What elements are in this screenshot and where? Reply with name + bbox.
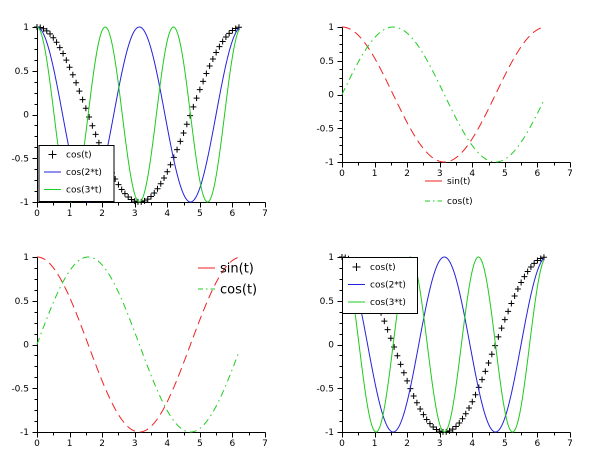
x-tick-label: 2 — [99, 439, 105, 449]
legend-box — [342, 257, 418, 314]
curve — [36, 256, 240, 433]
x-tick-label: 5 — [502, 169, 508, 179]
legend-label: cos(3*t) — [370, 298, 406, 308]
y-tick-label: 1 — [23, 253, 29, 263]
ticks — [337, 27, 571, 168]
ticks — [337, 257, 571, 438]
x-tick-label: 7 — [262, 209, 268, 219]
legend-below-axis: sin(t) cos(t) — [425, 177, 473, 207]
y-tick-label: 0 — [23, 341, 29, 351]
series-cos(2*t) — [341, 256, 545, 433]
x-tick-label: 0 — [34, 209, 40, 219]
x-tick-label: 2 — [404, 169, 410, 179]
legend-label: cos(t) — [220, 283, 257, 298]
y-tick-label: 0 — [328, 91, 334, 101]
x-tick-label: 1 — [372, 169, 378, 179]
legend-label: cos(2*t) — [66, 168, 102, 178]
x-tick-label: 0 — [339, 169, 345, 179]
y-tick-label: 0.5 — [15, 67, 29, 77]
axes — [342, 26, 571, 163]
y-tick-label: 0.5 — [320, 297, 334, 307]
legend-label: cos(2*t) — [370, 281, 406, 291]
series-cos(t) — [36, 256, 240, 433]
tick-labels: 0 1 2 3 4 5 6 7 -1 -0.5 0 0.5 1 — [316, 23, 572, 179]
x-tick-label: 7 — [567, 439, 573, 449]
x-tick-label: 6 — [535, 439, 541, 449]
y-tick-label: -0.5 — [316, 124, 334, 134]
x-tick-label: 6 — [230, 439, 236, 449]
series-cos(3*t) — [341, 256, 545, 433]
x-tick-label: 2 — [404, 439, 410, 449]
y-tick-label: -1 — [20, 428, 29, 438]
y-tick-label: 0.5 — [320, 57, 334, 67]
legend-plus-sample — [48, 150, 57, 159]
series-sin(t) — [341, 26, 545, 163]
x-tick-label: 5 — [197, 439, 203, 449]
legend-label: cos(t) — [66, 151, 92, 161]
series-sin(t) — [36, 256, 240, 433]
x-tick-label: 4 — [164, 439, 170, 449]
legend-in-upper-right: sin(t) cos(t) — [198, 262, 257, 298]
x-tick-label: 5 — [197, 209, 203, 219]
series-cos(t) — [341, 26, 545, 163]
subplot-top-left: 0 1 2 3 4 5 6 7 -1 -0.5 0 0.5 1 cos(t) cos(2*t) cos(3*t… — [11, 23, 267, 219]
y-tick-label: -0.5 — [316, 384, 334, 394]
tick-labels: 0 1 2 3 4 5 6 7 -1 -0.5 0 0.5 1 — [11, 253, 267, 449]
x-tick-label: 3 — [437, 439, 443, 449]
tick-labels: 0 1 2 3 4 5 6 7 -1 -0.5 0 0.5 1 — [11, 23, 267, 219]
y-tick-label: 0.5 — [15, 297, 29, 307]
legend-label: cos(t) — [370, 263, 396, 273]
ticks — [32, 257, 266, 438]
y-tick-label: 0 — [23, 111, 29, 121]
x-tick-label: 0 — [339, 439, 345, 449]
y-tick-label: -0.5 — [11, 154, 29, 164]
y-tick-label: 1 — [328, 23, 334, 33]
x-tick-label: 3 — [437, 169, 443, 179]
y-tick-label: -1 — [325, 428, 334, 438]
legend-label: sin(t) — [447, 177, 470, 187]
x-tick-label: 3 — [132, 209, 138, 219]
legend-in-lower-left: cos(t) cos(2*t) cos(3*t) — [38, 145, 115, 202]
legend-label: cos(t) — [447, 197, 473, 207]
subplot-bottom-right: 0 1 2 3 4 5 6 7 -1 -0.5 0 0.5 1 cos(t) cos(2*t) cos(3*t… — [316, 253, 572, 449]
x-tick-label: 1 — [67, 439, 73, 449]
curve — [36, 256, 240, 433]
legend-label: cos(3*t) — [66, 186, 102, 196]
x-tick-label: 6 — [230, 209, 236, 219]
y-tick-label: 1 — [328, 253, 334, 263]
tick-labels: 0 1 2 3 4 5 6 7 -1 -0.5 0 0.5 1 — [316, 253, 572, 449]
y-tick-label: -0.5 — [11, 384, 29, 394]
x-tick-label: 4 — [469, 169, 475, 179]
subplot-bottom-left: 0 1 2 3 4 5 6 7 -1 -0.5 0 0.5 1 sin(t) cos(t) — [11, 253, 267, 449]
curve — [341, 256, 545, 433]
y-tick-label: -1 — [325, 158, 334, 168]
x-tick-label: 0 — [34, 439, 40, 449]
x-tick-label: 6 — [535, 169, 541, 179]
x-tick-label: 2 — [99, 209, 105, 219]
legend-plus-sample — [352, 263, 361, 271]
y-tick-label: -1 — [20, 198, 29, 208]
curve — [341, 26, 545, 163]
x-tick-label: 1 — [372, 439, 378, 449]
legend-in-upper-left: cos(t) cos(2*t) cos(3*t) — [342, 257, 418, 314]
y-tick-label: 0 — [328, 341, 334, 351]
x-tick-label: 5 — [502, 439, 508, 449]
legend-label: sin(t) — [220, 262, 254, 277]
x-tick-label: 7 — [262, 439, 268, 449]
subplot-top-right: 0 1 2 3 4 5 6 7 -1 -0.5 0 0.5 1 sin(t) cos(t) — [316, 23, 572, 207]
curve — [341, 256, 545, 433]
x-tick-label: 4 — [469, 439, 475, 449]
x-tick-label: 7 — [567, 169, 573, 179]
y-tick-label: 1 — [23, 23, 29, 33]
x-tick-label: 1 — [67, 209, 73, 219]
curve — [341, 26, 545, 163]
x-tick-label: 3 — [132, 439, 138, 449]
x-tick-label: 4 — [164, 209, 170, 219]
